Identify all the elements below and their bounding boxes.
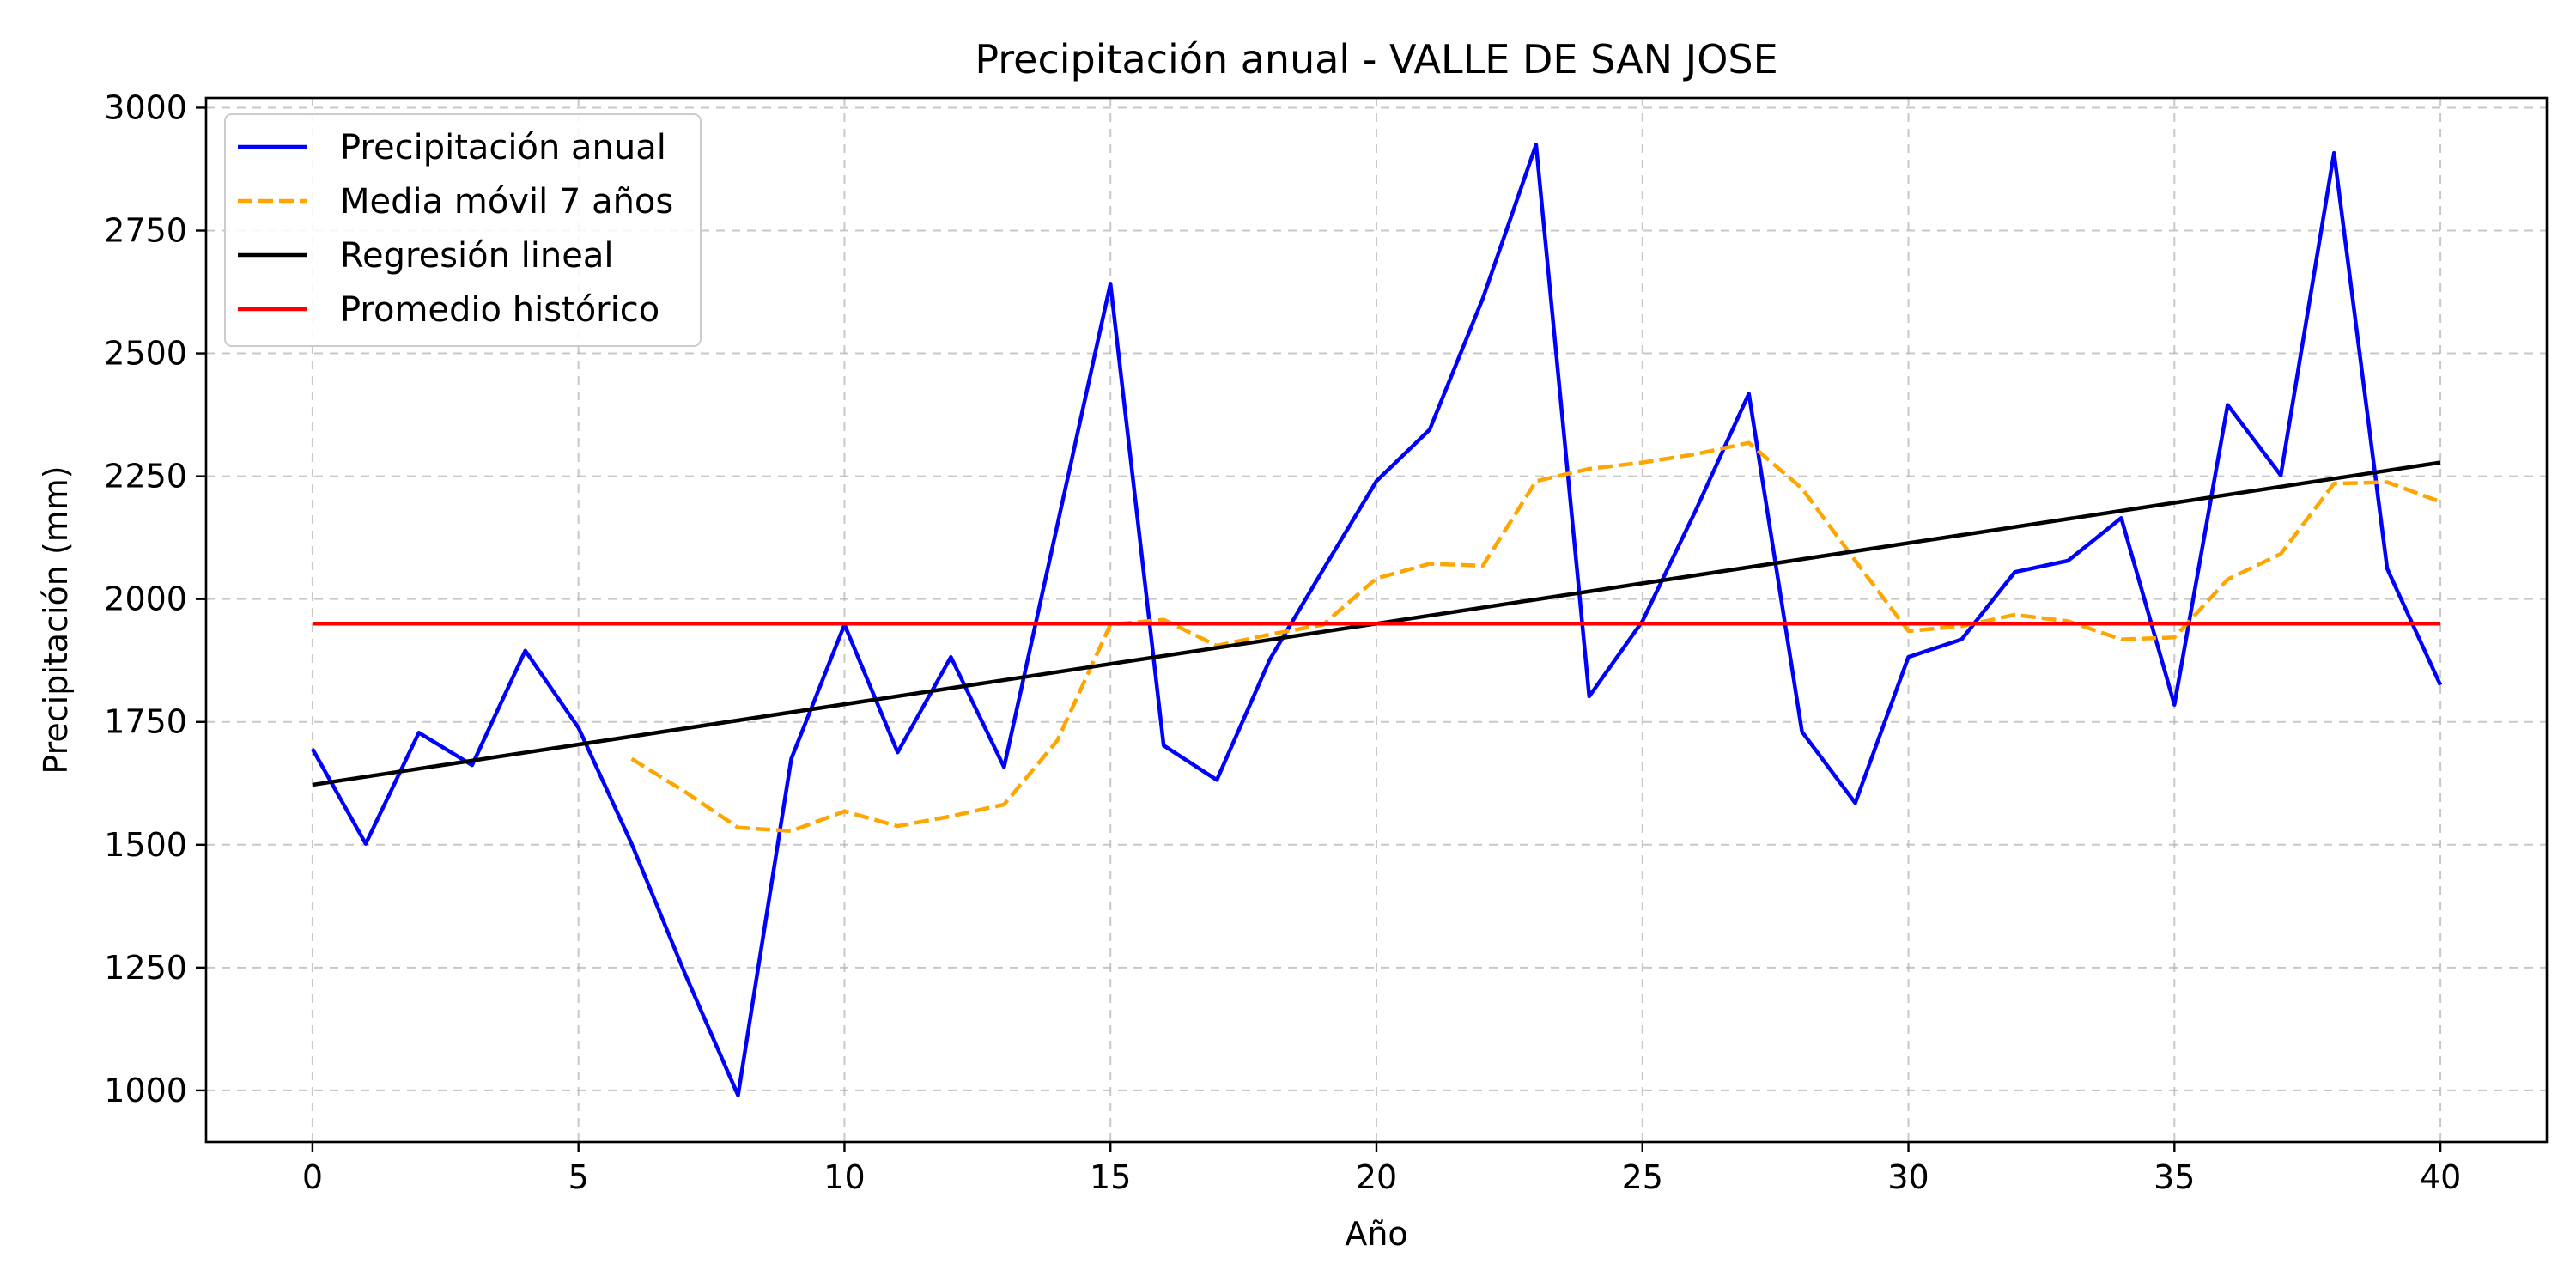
legend-label-media-movil-7-anos: Media móvil 7 años — [340, 182, 673, 222]
y-tick-label: 2250 — [104, 458, 187, 495]
legend-label-regresion-lineal: Regresión lineal — [340, 236, 613, 276]
y-tick-label: 1250 — [104, 949, 187, 987]
x-tick-label: 30 — [1887, 1158, 1929, 1196]
series-line-precipitacion-anual — [310, 143, 2443, 1097]
x-tick-label: 40 — [2420, 1158, 2461, 1196]
legend-label-promedio-historico: Promedio histórico — [340, 290, 659, 330]
x-tick-label: 20 — [1356, 1158, 1397, 1196]
x-tick-label: 5 — [568, 1158, 589, 1196]
series-lines — [310, 143, 2443, 1097]
legend-label-precipitacion-anual: Precipitación anual — [340, 128, 666, 167]
y-tick-label: 2750 — [104, 212, 187, 250]
y-axis-ticks: 1000 1250 1500 1750 2000 2250 2500 2750 3000 — [104, 88, 206, 1109]
x-tick-label: 15 — [1090, 1158, 1131, 1196]
legend-items: Precipitación anual Media móvil 7 años Reg… — [238, 128, 673, 330]
x-tick-label: 0 — [302, 1158, 323, 1196]
x-tick-label: 10 — [823, 1158, 865, 1196]
legend-box — [224, 113, 702, 347]
y-tick-label: 2000 — [104, 580, 187, 618]
y-tick-label: 1000 — [104, 1072, 187, 1109]
legend: Precipitación anual Media móvil 7 años Reg… — [224, 113, 702, 347]
x-tick-label: 25 — [1622, 1158, 1663, 1196]
y-tick-label: 1500 — [104, 826, 187, 864]
y-tick-label: 1750 — [104, 703, 187, 741]
y-tick-label: 2500 — [104, 335, 187, 373]
y-axis-title: Precipitación (mm) — [37, 465, 75, 774]
x-axis-ticks: 0 5 10 15 20 25 30 35 40 — [302, 1142, 2461, 1196]
x-tick-label: 35 — [2154, 1158, 2195, 1196]
y-tick-label: 3000 — [104, 88, 187, 126]
chart-title: Precipitación anual - VALLE DE SAN JOSE — [975, 36, 1777, 82]
x-axis-title: Año — [1345, 1215, 1407, 1253]
